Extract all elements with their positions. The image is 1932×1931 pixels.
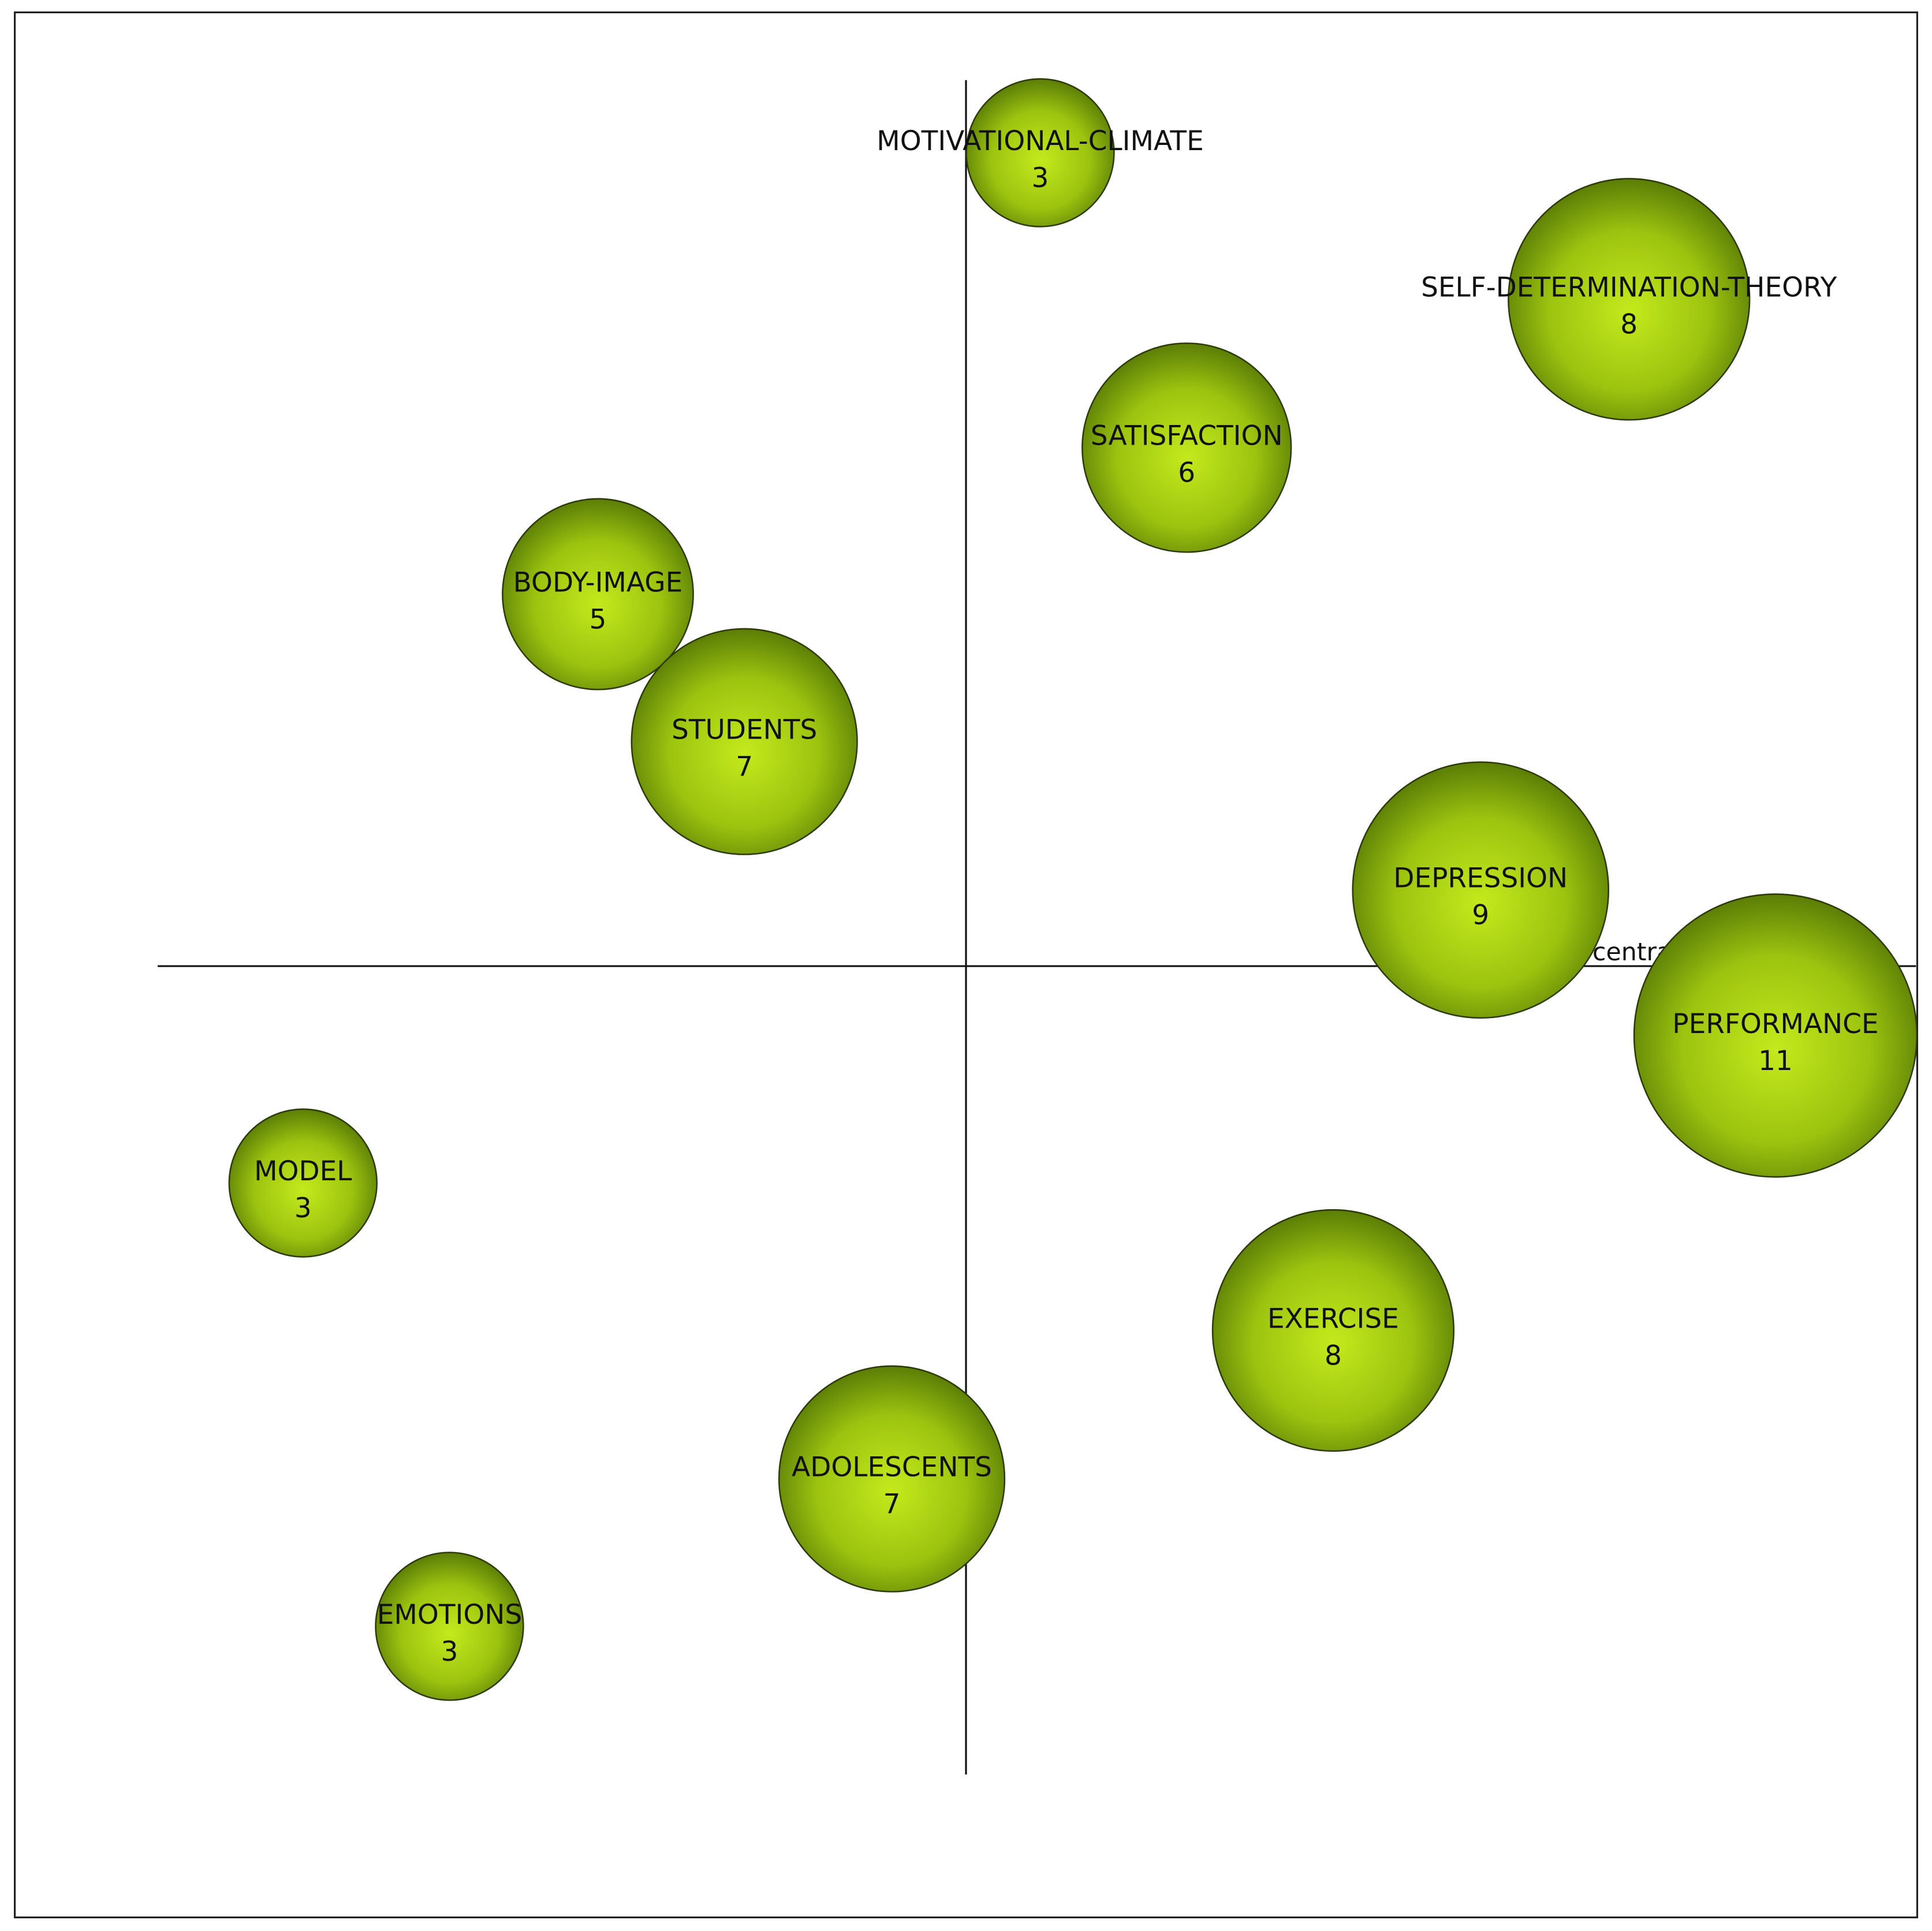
bubble-label: MOTIVATIONAL-CLIMATE bbox=[877, 125, 1204, 157]
bubble-value: 3 bbox=[441, 1636, 458, 1668]
bubble-value: 11 bbox=[1758, 1045, 1793, 1077]
bubble bbox=[228, 1108, 378, 1258]
bubble-value: 8 bbox=[1620, 309, 1638, 341]
bubble bbox=[1633, 893, 1918, 1178]
bubble bbox=[1211, 1209, 1455, 1452]
bubble-label: SATISFACTION bbox=[1091, 420, 1283, 452]
bubble-label: EMOTIONS bbox=[377, 1599, 522, 1631]
bubble-value: 7 bbox=[883, 1488, 901, 1520]
bubble-label: STUDENTS bbox=[672, 714, 817, 746]
bubble bbox=[375, 1552, 524, 1701]
bubble-value: 6 bbox=[1178, 457, 1195, 489]
bubble bbox=[502, 498, 694, 691]
bubble-value: 3 bbox=[294, 1192, 312, 1224]
bubble bbox=[1508, 178, 1751, 421]
bubble bbox=[965, 78, 1115, 228]
bubble bbox=[631, 628, 858, 855]
bubble-label: MODEL bbox=[254, 1155, 352, 1187]
bubble-label: EXERCISE bbox=[1267, 1303, 1399, 1334]
bubble-label: DEPRESSION bbox=[1393, 863, 1568, 894]
bubble-label: SELF-DETERMINATION-THEORY bbox=[1421, 272, 1837, 304]
bubble bbox=[1352, 761, 1610, 1019]
bubble-label: ADOLESCENTS bbox=[792, 1451, 992, 1483]
bubble bbox=[778, 1365, 1006, 1593]
bubble-label: BODY-IMAGE bbox=[513, 566, 683, 598]
bubble-value: 9 bbox=[1472, 900, 1489, 931]
bubble-value: 5 bbox=[590, 603, 607, 635]
bubble bbox=[1081, 342, 1292, 553]
bubble-value: 3 bbox=[1032, 162, 1049, 194]
bubble-label: PERFORMANCE bbox=[1672, 1008, 1878, 1040]
bubble-value: 8 bbox=[1325, 1340, 1342, 1371]
bubble-value: 7 bbox=[736, 751, 753, 783]
